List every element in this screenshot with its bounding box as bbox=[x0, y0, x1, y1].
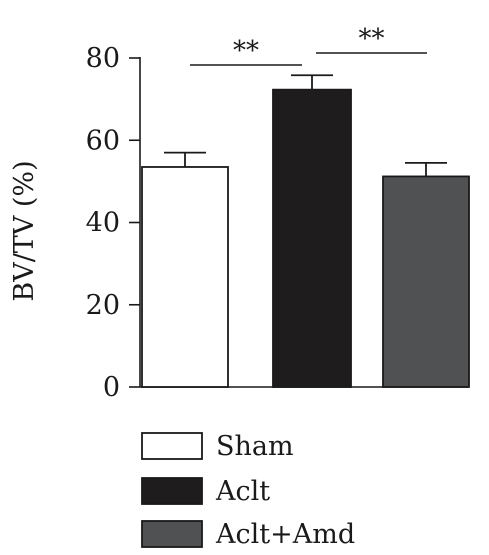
significance-label: ** bbox=[359, 24, 385, 54]
legend-label: Aclt+Amd bbox=[215, 519, 355, 550]
legend-label: Sham bbox=[216, 431, 294, 462]
bar-aclt-amd bbox=[382, 175, 470, 388]
legend: Sham Aclt Aclt+Amd bbox=[141, 431, 355, 550]
legend-item: Sham bbox=[141, 431, 294, 462]
y-tick-label: 0 bbox=[103, 372, 120, 403]
bar-aclt bbox=[272, 88, 352, 388]
y-tick-label: 60 bbox=[86, 125, 120, 156]
legend-swatch bbox=[141, 520, 203, 548]
significance-group: ** ** bbox=[190, 24, 427, 66]
legend-item: Aclt+Amd bbox=[141, 519, 355, 550]
legend-swatch bbox=[141, 432, 203, 460]
legend-swatch bbox=[141, 477, 203, 505]
bar-sham bbox=[141, 166, 229, 388]
y-axis-label: BV/TV (%) bbox=[9, 160, 40, 301]
legend-item: Aclt bbox=[141, 476, 270, 507]
y-tick-label: 40 bbox=[86, 208, 120, 239]
bars-group bbox=[141, 74, 470, 388]
y-tick-label: 20 bbox=[86, 290, 120, 321]
significance-label: ** bbox=[233, 36, 259, 66]
y-tick-label: 80 bbox=[86, 43, 120, 74]
legend-label: Aclt bbox=[215, 476, 270, 507]
